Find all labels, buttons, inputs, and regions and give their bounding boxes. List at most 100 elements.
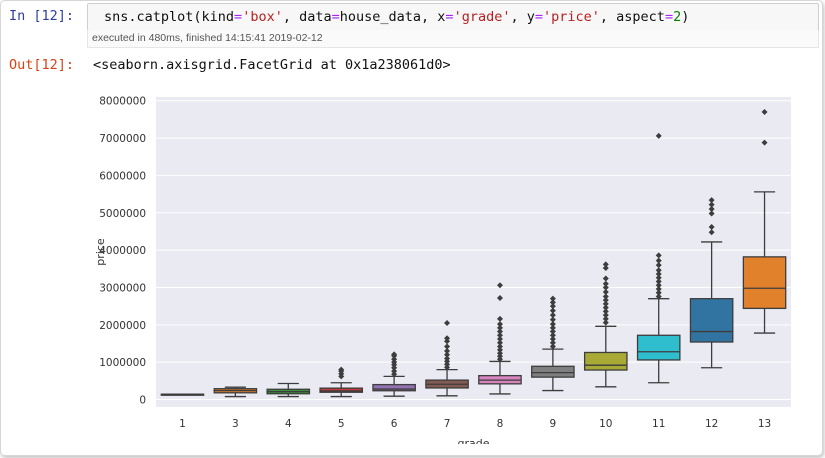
outlier-point [602,315,609,322]
outlier-point [602,300,609,307]
y-tick-label: 0 [139,395,146,407]
outlier-point [496,339,503,346]
outlier-point [444,347,451,354]
code-token: 'box' [242,9,283,25]
outlier-point [549,321,556,328]
outlier-point [761,108,768,115]
outlier-point [708,197,715,204]
code-token: = [331,9,340,25]
code-line: sns.catplot(kind='box', data=house_data,… [104,9,689,25]
y-tick-label: 6000000 [99,170,146,182]
outlier-point [444,335,451,342]
outlier-point [655,252,662,259]
outlier-point [549,307,556,314]
x-tick-label: 9 [550,418,557,430]
outlier-point [391,351,398,358]
outlier-point [655,289,662,296]
outlier-point [602,288,609,295]
outlier-point [496,343,503,350]
box-grade-12 [689,298,734,343]
code-token: = [234,9,243,25]
outlier-point [708,201,715,208]
outlier-point [602,297,609,304]
outlier-point [708,210,715,217]
code-token: , data [282,9,332,25]
y-tick-label: 5000000 [99,208,146,220]
output-prompt: Out[12]: [9,57,75,73]
y-tick-label: 1000000 [99,357,146,369]
outlier-point [444,343,451,350]
code-token: , y [510,9,535,25]
output-text: <seaborn.axisgrid.FacetGrid at 0x1a23806… [93,57,451,73]
outlier-point [549,303,556,310]
y-tick-label: 3000000 [99,282,146,294]
outlier-point [549,332,556,339]
box-grade-11 [636,334,681,361]
x-tick-label: 12 [705,418,718,430]
plot-area [156,97,791,407]
y-tick-label: 8000000 [99,96,146,108]
code-token: 'grade' [453,9,511,25]
outlier-point [444,319,451,326]
outlier-point [496,350,503,357]
code-token: 'price' [543,9,600,25]
outlier-point [602,261,609,268]
outlier-point [708,223,715,230]
outlier-point [602,312,609,319]
code-token: = [534,9,543,25]
code-token: 2 [673,9,682,25]
outlier-point [496,315,503,322]
x-tick-label: 8 [497,418,504,430]
outlier-point [708,206,715,213]
outlier-point [549,339,556,346]
y-tick-label: 4000000 [99,245,146,257]
x-tick-label: 6 [391,418,398,430]
y-tick-label: 2000000 [99,320,146,332]
x-tick-label: 7 [444,418,451,430]
outlier-point [549,316,556,323]
outlier-point [655,267,662,274]
outlier-point [496,321,503,328]
y-tick-label: 7000000 [99,133,146,145]
outlier-point [391,368,398,375]
code-token: = [664,9,674,25]
outlier-point [655,132,662,139]
outlier-point [496,332,503,339]
outlier-point [549,343,556,350]
outlier-point [708,229,715,236]
outlier-point [444,355,451,362]
outlier-point [444,351,451,358]
outlier-point [496,324,503,331]
outlier-point [549,328,556,335]
outlier-point [496,328,503,335]
code-input[interactable]: sns.catplot(kind='box', data=house_data,… [87,3,819,31]
x-tick-label: 4 [285,418,292,430]
x-tick-label: 13 [758,418,771,430]
outlier-point [655,271,662,278]
outlier-point [602,275,609,282]
execution-info: executed in 480ms, finished 14:15:41 201… [92,32,323,44]
outlier-point [602,319,609,326]
x-tick-label: 3 [232,418,239,430]
outlier-point [602,308,609,315]
code-token: , aspect [599,9,665,25]
outlier-point [549,312,556,319]
outlier-point [338,366,345,373]
box-grade-6 [372,383,416,392]
outlier-point [549,299,556,306]
outlier-point [602,280,609,287]
outlier-point [655,278,662,285]
x-tick-label: 11 [652,418,665,430]
outlier-point [496,346,503,353]
box-grade-13 [742,256,787,310]
x-tick-label: 5 [338,418,345,430]
box-grade-9 [531,365,575,378]
x-tick-label: 10 [599,418,612,430]
x-axis-label: grade [458,437,490,444]
code-token: = [445,9,454,25]
outlier-point [549,336,556,343]
code-token: ) [681,9,690,25]
outlier-point [655,282,662,289]
outlier-point [655,257,662,264]
